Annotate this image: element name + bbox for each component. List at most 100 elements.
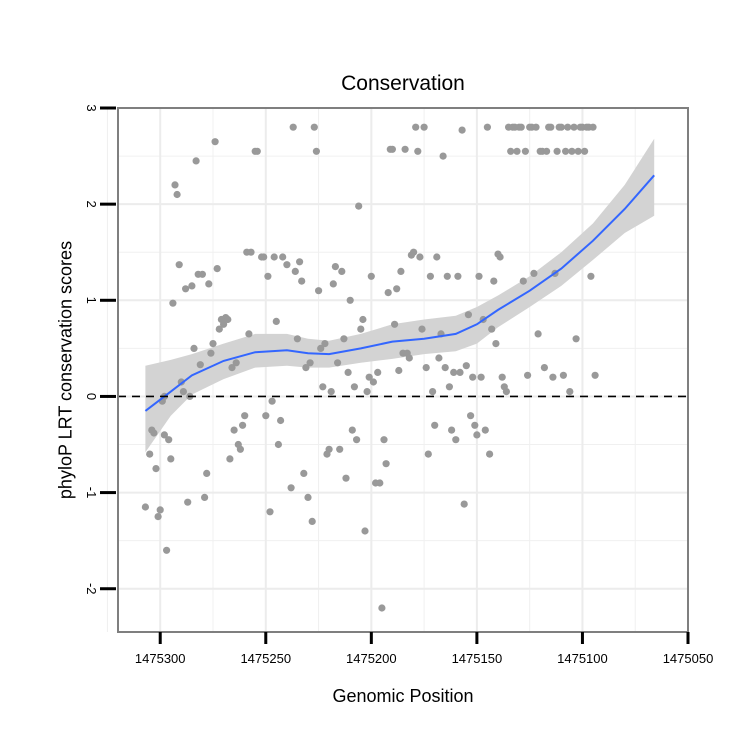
data-point <box>521 147 530 155</box>
data-point <box>458 126 466 134</box>
data-point <box>369 378 377 386</box>
data-point <box>296 258 304 266</box>
data-point <box>338 267 346 275</box>
data-point <box>547 123 555 131</box>
data-point <box>564 123 572 131</box>
data-point <box>319 383 327 391</box>
data-point <box>175 261 183 269</box>
data-point <box>304 493 312 501</box>
data-point <box>543 147 551 155</box>
y-tick-label: 2 <box>84 201 99 208</box>
data-point <box>287 484 295 492</box>
data-point <box>507 147 515 155</box>
data-point <box>456 368 464 376</box>
data-point <box>348 426 356 434</box>
data-point <box>308 517 316 526</box>
data-point <box>211 138 219 146</box>
x-tick-label: 1475100 <box>557 651 608 666</box>
data-point <box>424 450 432 458</box>
data-point <box>426 272 434 280</box>
data-point <box>416 253 424 261</box>
data-point <box>464 311 472 319</box>
data-point <box>532 123 540 131</box>
data-point <box>274 440 282 449</box>
data-point <box>220 320 228 328</box>
data-point <box>205 280 213 288</box>
data-point <box>395 366 403 375</box>
data-point <box>346 296 354 304</box>
data-point <box>378 604 386 612</box>
data-point <box>245 330 253 338</box>
data-point <box>167 455 175 463</box>
data-point <box>414 147 422 155</box>
data-point <box>179 388 187 396</box>
data-point <box>443 272 451 280</box>
data-point <box>321 340 329 348</box>
data-point <box>201 493 209 501</box>
data-point <box>574 147 582 155</box>
data-point <box>359 315 367 324</box>
data-point <box>198 270 206 278</box>
data-point <box>325 445 333 453</box>
data-point <box>226 455 234 463</box>
data-point <box>236 445 244 453</box>
data-point <box>289 123 297 131</box>
data-point <box>150 429 158 437</box>
data-points <box>141 123 599 612</box>
data-point <box>268 397 276 405</box>
smooth-line <box>144 174 655 412</box>
y-tick-label: -1 <box>84 487 99 499</box>
data-point <box>450 368 458 376</box>
data-point <box>342 474 350 482</box>
x-tick-label: 1475250 <box>240 651 291 666</box>
data-point <box>562 147 570 155</box>
data-point <box>298 277 306 285</box>
data-point <box>502 388 510 396</box>
data-point <box>517 123 525 131</box>
data-point <box>207 349 215 357</box>
data-point <box>367 272 375 280</box>
y-axis-label: phyloP LRT conservation scores <box>55 240 76 500</box>
data-point <box>467 412 475 420</box>
y-axis-ticks: -2 -1 0 1 2 3 <box>84 104 116 595</box>
data-point <box>587 272 595 280</box>
data-point <box>264 272 272 280</box>
chart-title: Conservation <box>341 72 465 95</box>
data-point <box>141 503 149 511</box>
data-point <box>380 436 388 444</box>
data-point <box>549 373 557 381</box>
x-axis-label: Genomic Position <box>332 686 474 706</box>
data-point <box>344 368 352 376</box>
data-point <box>412 123 420 131</box>
data-point <box>215 325 223 333</box>
data-point <box>272 317 280 325</box>
data-point <box>312 147 320 155</box>
data-point <box>160 431 168 439</box>
data-point <box>262 412 270 420</box>
data-point <box>391 320 399 328</box>
data-point <box>581 147 589 155</box>
x-tick-label: 1475200 <box>346 651 397 666</box>
data-point <box>291 267 299 275</box>
data-point <box>448 426 456 434</box>
data-point <box>374 368 382 376</box>
data-point <box>572 335 580 343</box>
data-point <box>589 123 597 131</box>
data-point <box>306 359 314 367</box>
data-point <box>293 335 301 343</box>
data-point <box>232 359 240 367</box>
data-point <box>534 330 542 338</box>
data-point <box>228 364 236 372</box>
data-point <box>353 436 361 444</box>
data-point <box>568 147 576 155</box>
data-point <box>224 315 232 324</box>
data-point <box>357 325 365 333</box>
x-tick-label: 1475150 <box>452 651 503 666</box>
data-point <box>203 469 211 477</box>
data-point <box>188 282 196 290</box>
y-tick-label: 0 <box>84 393 99 400</box>
data-point <box>540 364 549 372</box>
data-point <box>152 465 160 473</box>
data-point <box>445 383 453 391</box>
